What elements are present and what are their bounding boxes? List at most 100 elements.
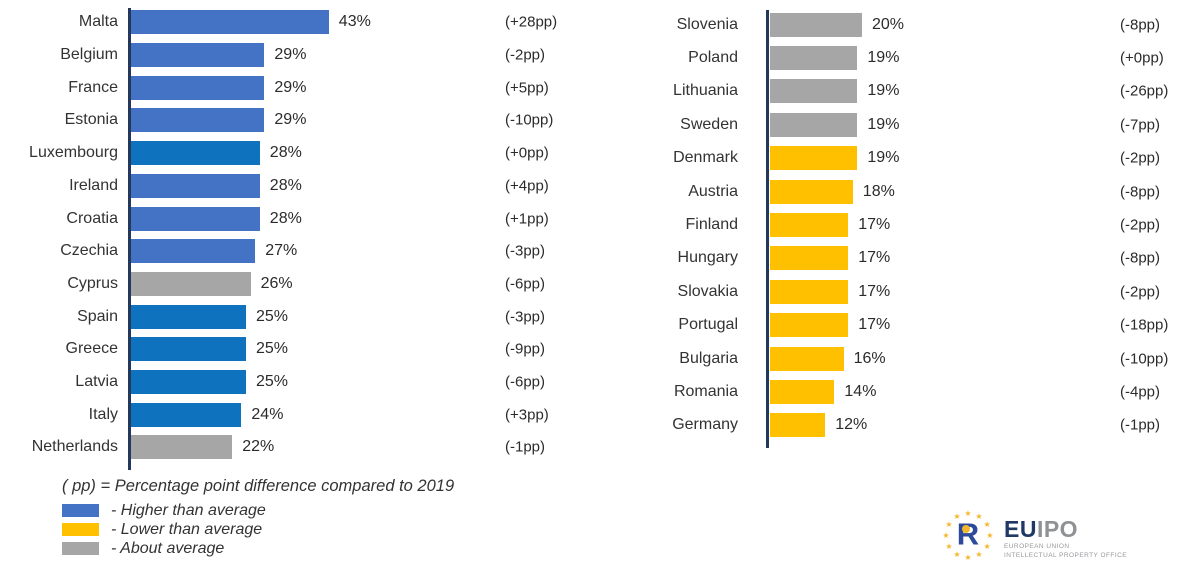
value-label: 29%	[274, 111, 307, 129]
legend-item: - Lower than average	[62, 520, 454, 539]
delta-label: (-9pp)	[505, 340, 546, 358]
euipo-logo: R ★ ★ ★ ★ ★ ★ ★ ★ ★ ★ ★ ★ EUIPO EUROPEAN UNION INTE…	[941, 509, 1127, 563]
bar-finland	[770, 213, 849, 238]
axis-line	[128, 8, 131, 470]
eu-star-icon: ★	[942, 531, 950, 540]
bar-row: Luxembourg 28% (+0pp)	[0, 137, 610, 170]
bar-row: Austria 18% (-8pp)	[630, 175, 1200, 208]
country-label: Austria	[688, 182, 738, 200]
country-label: Lithuania	[673, 82, 738, 100]
value-label: 26%	[260, 274, 293, 292]
bar-poland	[770, 46, 858, 71]
country-label: France	[68, 78, 118, 96]
value-label: 28%	[269, 144, 302, 162]
eu-star-icon: ★	[983, 542, 991, 551]
euipo-gold-dot-icon	[962, 525, 970, 533]
country-label: Ireland	[69, 176, 118, 194]
euipo-wordmark: EUIPO	[1004, 518, 1127, 541]
delta-label: (-10pp)	[505, 111, 554, 129]
bar-row: Slovenia 20% (-8pp)	[630, 8, 1200, 41]
bar-czechia	[131, 239, 256, 264]
country-label: Portugal	[678, 316, 738, 334]
bar-belgium	[131, 43, 265, 68]
delta-label: (-26pp)	[1120, 82, 1169, 100]
bar-portugal	[770, 313, 849, 338]
euipo-r-mark-icon: R	[956, 516, 980, 552]
axis-line	[766, 10, 769, 449]
value-label: 16%	[853, 349, 886, 367]
bar-row: Cyprus 26% (-6pp)	[0, 268, 610, 301]
legend-label: - Lower than average	[111, 520, 263, 538]
bar-estonia	[131, 108, 265, 133]
delta-label: (-18pp)	[1120, 316, 1169, 334]
country-label: Bulgaria	[679, 349, 738, 367]
euipo-logo-text: EUIPO EUROPEAN UNION INTELLECTUAL PROPER…	[1004, 509, 1128, 560]
bar-row: Finland 17% (-2pp)	[630, 208, 1200, 241]
delta-label: (-2pp)	[505, 46, 546, 64]
eu-star-icon: ★	[953, 511, 961, 521]
bar-row: Czechia 27% (-3pp)	[0, 235, 610, 268]
value-label: 14%	[844, 383, 877, 401]
bar-row: Estonia 29% (-10pp)	[0, 104, 610, 137]
delta-label: (+0pp)	[505, 144, 549, 162]
value-label: 43%	[338, 13, 371, 31]
eu-star-icon: ★	[964, 553, 972, 562]
bar-row: Greece 25% (-9pp)	[0, 333, 610, 366]
bar-row: France 29% (+5pp)	[0, 71, 610, 104]
value-label: 17%	[858, 316, 891, 334]
bar-chart-left: Malta 43% (+28pp) Belgium 29% (-2pp) France 29%…	[0, 6, 610, 470]
bar-france	[131, 75, 265, 100]
value-label: 19%	[867, 115, 900, 133]
delta-label: (+3pp)	[505, 406, 549, 424]
value-label: 19%	[867, 49, 900, 67]
country-label: Hungary	[677, 249, 738, 267]
delta-label: (-2pp)	[1120, 149, 1161, 167]
country-label: Sweden	[680, 115, 738, 133]
eu-star-icon: ★	[986, 531, 994, 540]
eu-star-icon: ★	[975, 550, 983, 560]
country-label: Italy	[88, 405, 118, 423]
bar-row: Croatia 28% (+1pp)	[0, 202, 610, 235]
delta-label: (-3pp)	[505, 308, 546, 326]
delta-label: (-8pp)	[1120, 16, 1161, 34]
bar-row: Slovakia 17% (-2pp)	[630, 275, 1200, 308]
bar-latvia	[131, 370, 246, 395]
delta-label: (-1pp)	[505, 438, 546, 456]
euipo-line-ip-office: INTELLECTUAL PROPERTY OFFICE	[1004, 552, 1128, 559]
legend-items: - Higher than average - Lower than averag…	[62, 501, 454, 558]
country-label: Estonia	[64, 111, 118, 129]
bar-romania	[770, 380, 835, 405]
delta-label: (-6pp)	[505, 275, 546, 293]
bar-row: Lithuania 19% (-26pp)	[630, 75, 1200, 108]
delta-label: (+28pp)	[505, 13, 558, 31]
country-label: Netherlands	[31, 438, 118, 456]
eu-star-icon: ★	[953, 550, 961, 560]
country-label: Greece	[65, 340, 118, 358]
legend-swatch-lower	[62, 523, 99, 536]
legend-swatch-about	[62, 542, 99, 555]
legend-item: - Higher than average	[62, 501, 454, 520]
value-label: 25%	[256, 307, 289, 325]
eu-star-icon: ★	[983, 520, 991, 529]
bar-slovenia	[770, 12, 862, 37]
euipo-line-european-union: EUROPEAN UNION	[1004, 543, 1070, 550]
country-label: Luxembourg	[29, 144, 118, 162]
country-label: Germany	[672, 416, 738, 434]
value-label: 29%	[274, 78, 307, 96]
legend-swatch-higher	[62, 504, 99, 517]
legend-label: - About average	[111, 539, 225, 557]
country-label: Czechia	[60, 242, 118, 260]
legend: ( pp) = Percentage point difference comp…	[62, 477, 454, 558]
delta-label: (-10pp)	[1120, 350, 1169, 368]
bar-cyprus	[131, 271, 251, 296]
delta-label: (-3pp)	[505, 242, 546, 260]
bar-row: Belgium 29% (-2pp)	[0, 39, 610, 72]
delta-label: (+4pp)	[505, 177, 549, 195]
bar-row: Sweden 19% (-7pp)	[630, 108, 1200, 141]
eu-star-icon: ★	[945, 542, 953, 551]
bar-netherlands	[131, 435, 233, 460]
value-label: 24%	[251, 405, 284, 423]
legend-item: - About average	[62, 539, 454, 558]
value-label: 17%	[858, 249, 891, 267]
delta-label: (-1pp)	[1120, 416, 1161, 434]
